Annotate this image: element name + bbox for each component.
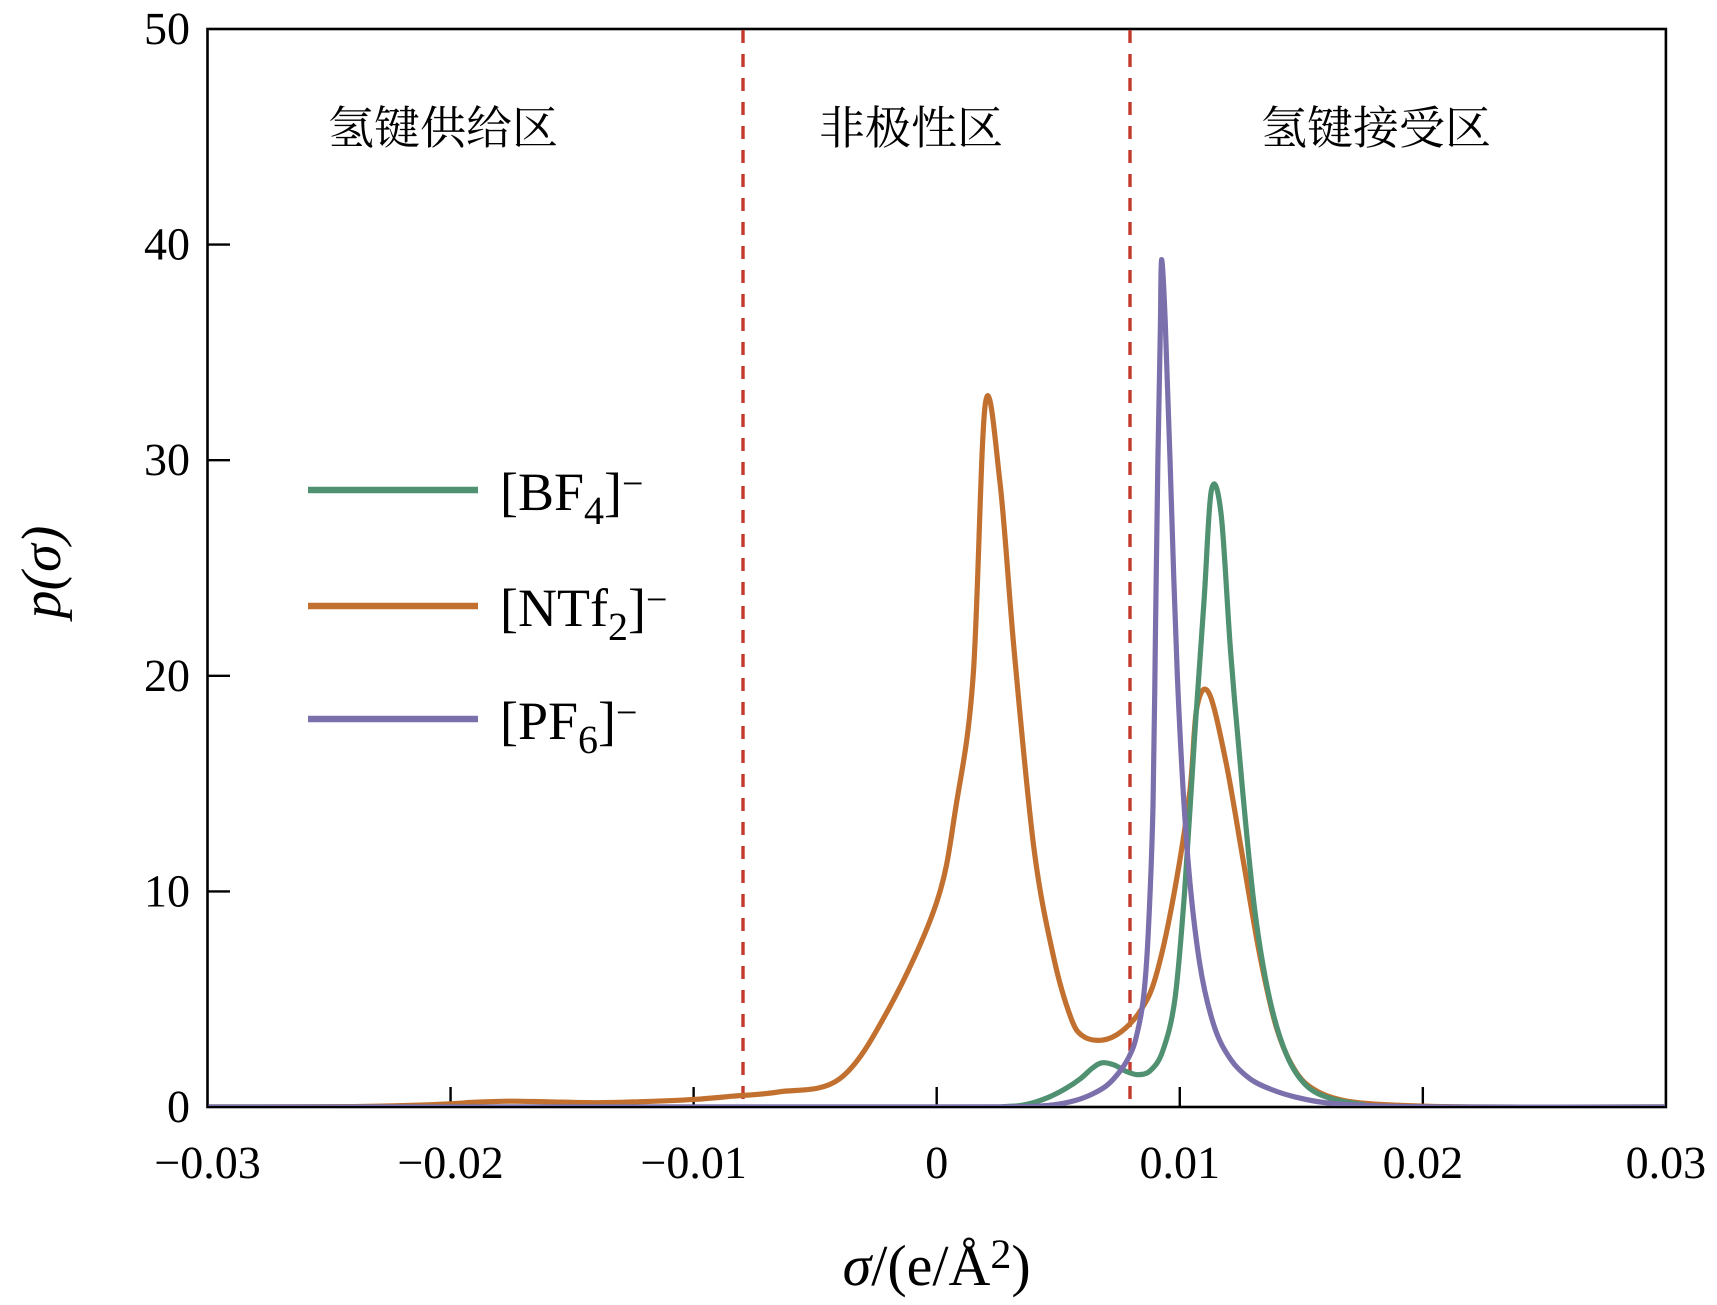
svg-text:[BF4]−: [BF4]− [500, 462, 643, 533]
svg-text:−0.02: −0.02 [397, 1137, 503, 1188]
svg-text:[NTf2]−: [NTf2]− [500, 578, 667, 649]
svg-text:−0.03: −0.03 [154, 1137, 260, 1188]
svg-text:30: 30 [144, 434, 190, 485]
svg-text:非极性区: 非极性区 [819, 92, 1003, 158]
svg-text:氢键接受区: 氢键接受区 [1261, 92, 1491, 158]
svg-text:10: 10 [144, 865, 190, 916]
svg-text:0: 0 [925, 1137, 948, 1188]
svg-text:50: 50 [144, 3, 190, 54]
svg-text:40: 40 [144, 219, 190, 270]
svg-text:−0.01: −0.01 [640, 1137, 746, 1188]
svg-text:20: 20 [144, 650, 190, 701]
svg-text:σ/(e/Å2): σ/(e/Å2) [843, 1232, 1031, 1298]
svg-text:氢键供给区: 氢键供给区 [328, 92, 558, 158]
svg-text:[PF6]−: [PF6]− [500, 691, 637, 762]
svg-text:0: 0 [167, 1081, 190, 1132]
svg-text:0.01: 0.01 [1140, 1137, 1221, 1188]
svg-text:p(σ): p(σ) [11, 526, 73, 623]
svg-text:0.03: 0.03 [1626, 1137, 1707, 1188]
svg-text:0.02: 0.02 [1383, 1137, 1464, 1188]
